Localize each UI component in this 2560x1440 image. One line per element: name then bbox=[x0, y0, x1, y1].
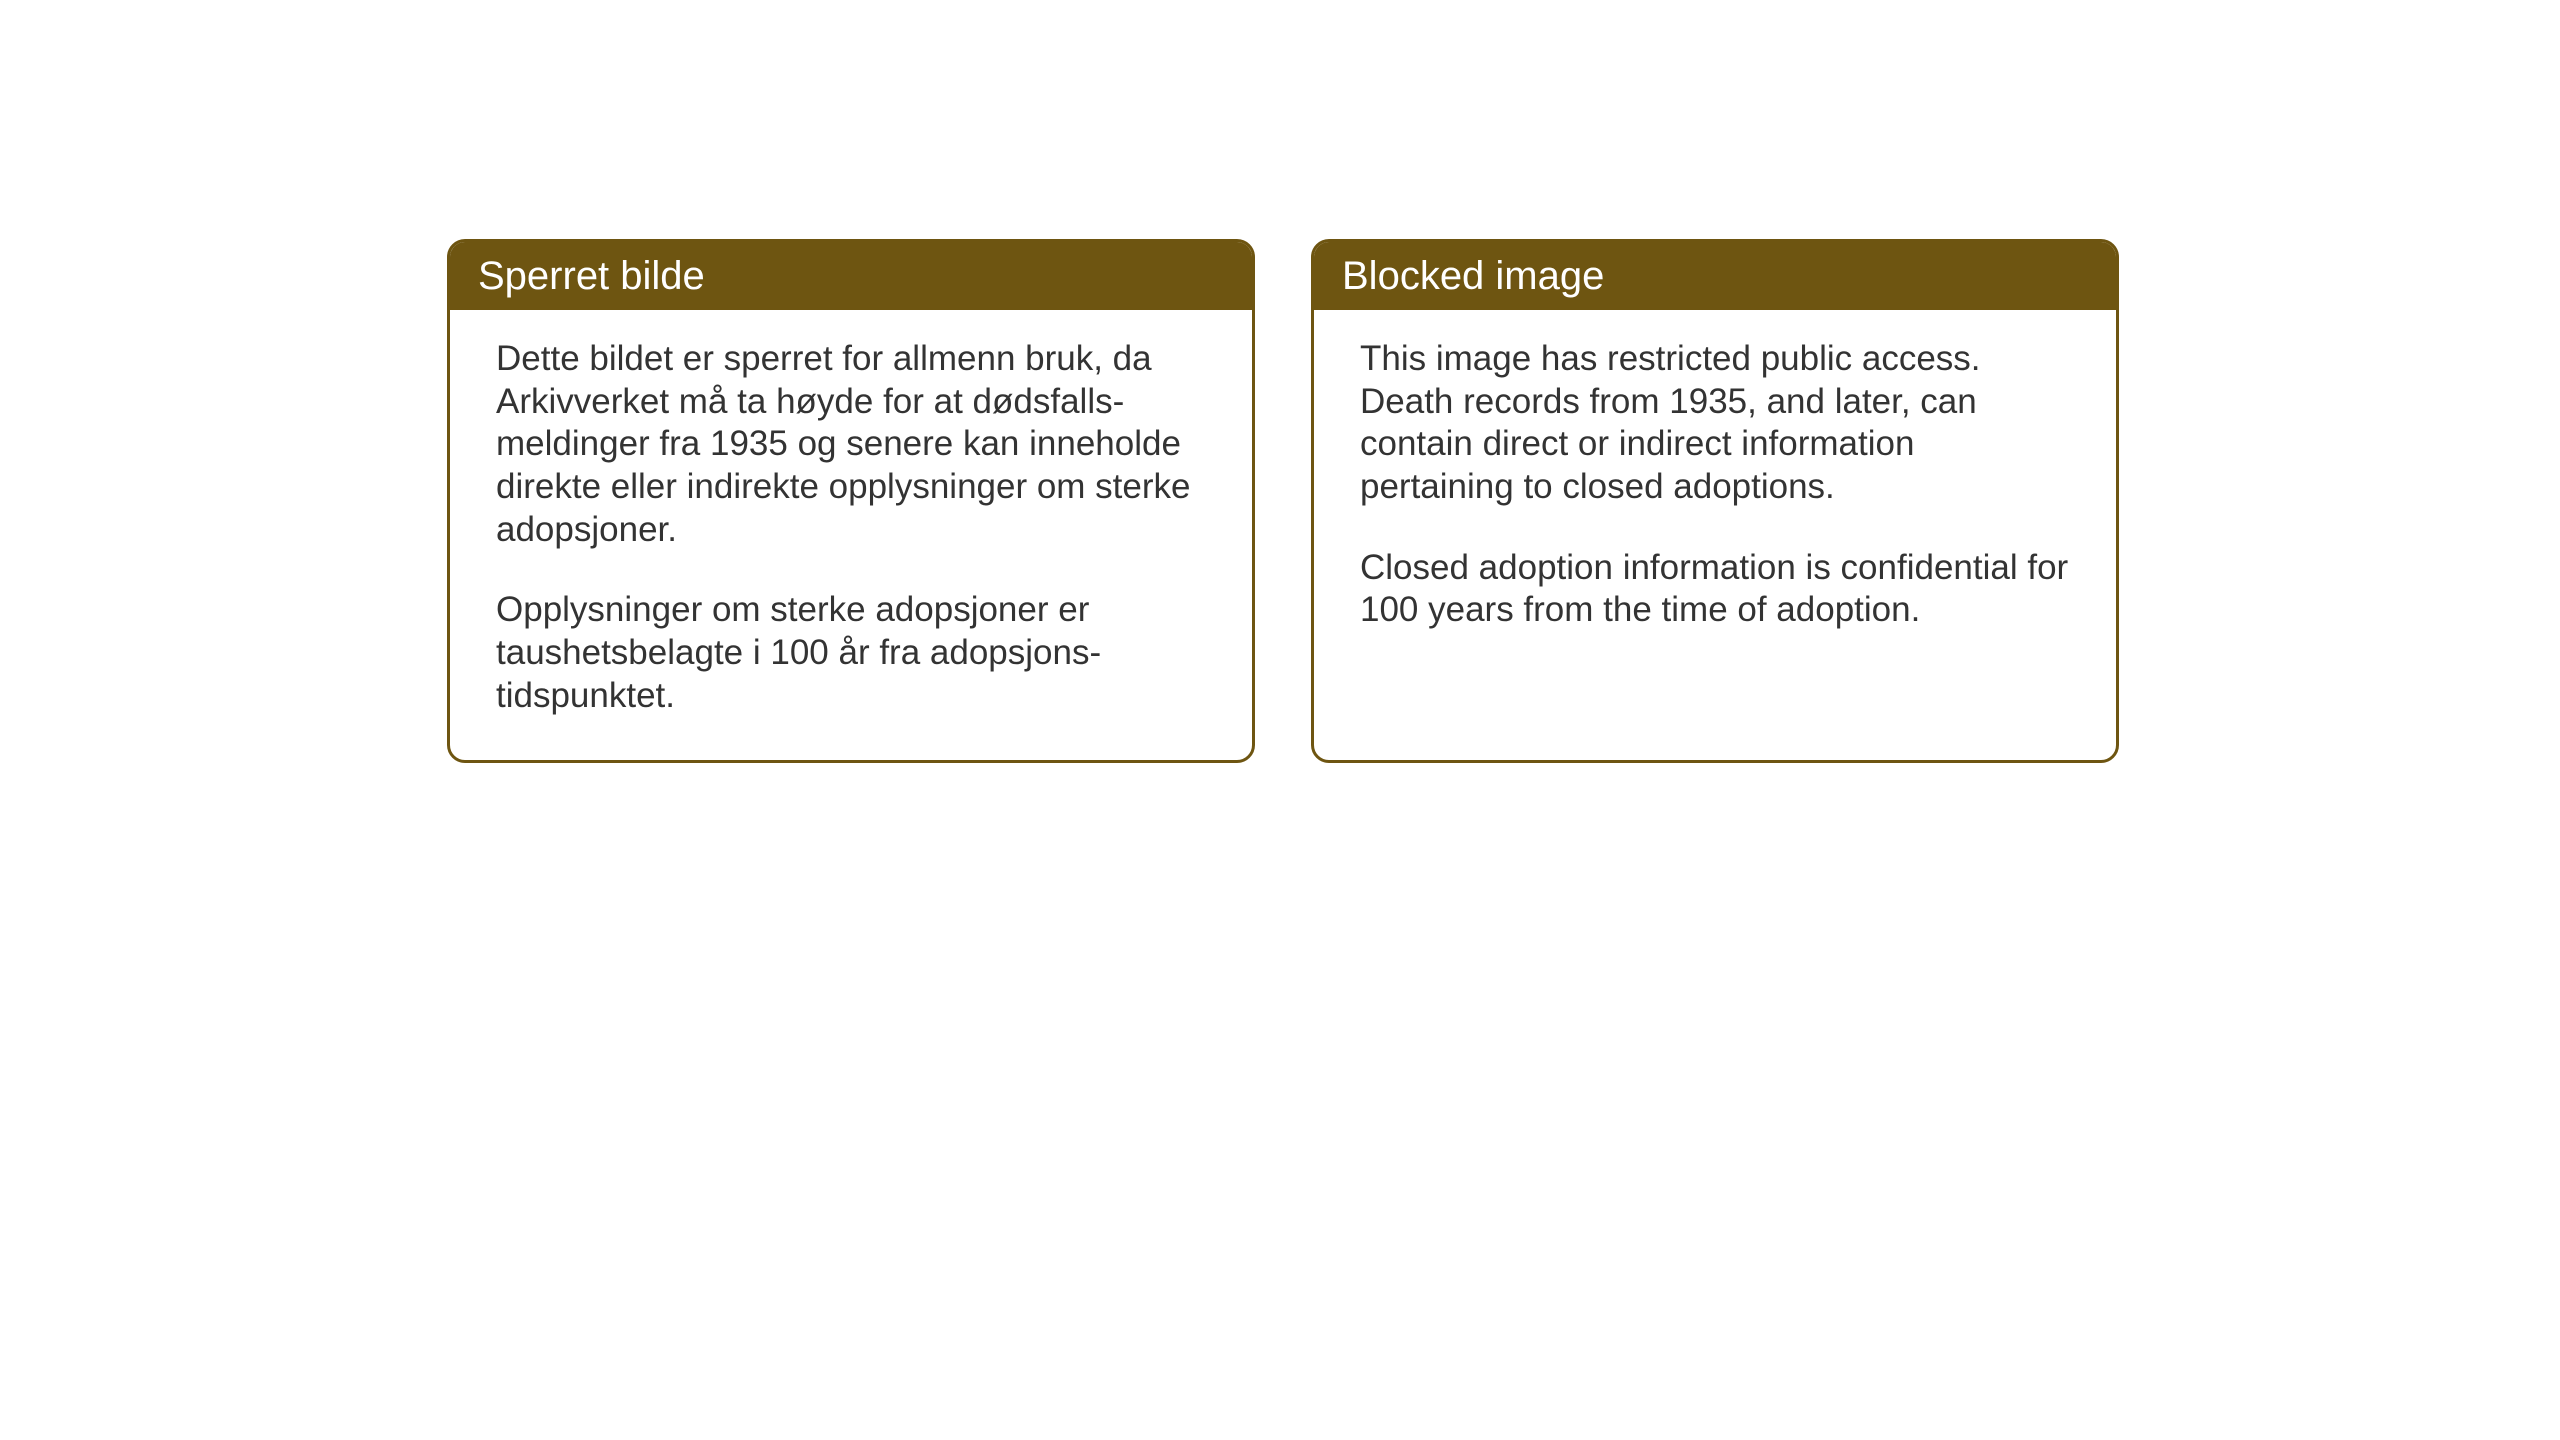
english-paragraph-2: Closed adoption information is confident… bbox=[1360, 547, 2070, 632]
norwegian-card-title: Sperret bilde bbox=[450, 242, 1252, 310]
english-card-title: Blocked image bbox=[1314, 242, 2116, 310]
norwegian-paragraph-1: Dette bildet er sperret for allmenn bruk… bbox=[496, 338, 1206, 551]
norwegian-card-body: Dette bildet er sperret for allmenn bruk… bbox=[450, 310, 1252, 760]
norwegian-paragraph-2: Opplysninger om sterke adopsjoner er tau… bbox=[496, 589, 1206, 717]
english-notice-card: Blocked image This image has restricted … bbox=[1311, 239, 2119, 763]
notice-cards-container: Sperret bilde Dette bildet er sperret fo… bbox=[447, 239, 2119, 763]
english-card-body: This image has restricted public access.… bbox=[1314, 310, 2116, 750]
norwegian-notice-card: Sperret bilde Dette bildet er sperret fo… bbox=[447, 239, 1255, 763]
english-paragraph-1: This image has restricted public access.… bbox=[1360, 338, 2070, 509]
